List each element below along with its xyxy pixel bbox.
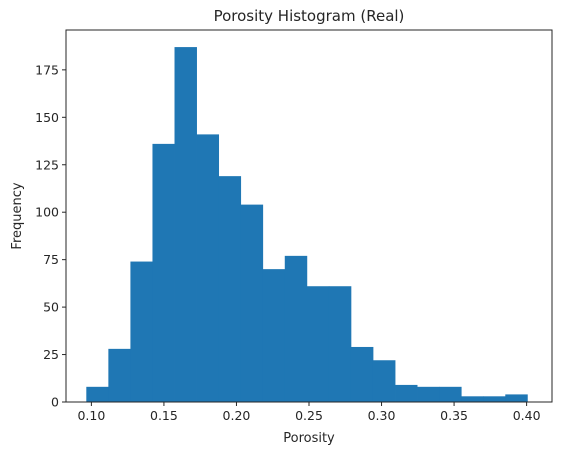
histogram-bar — [505, 394, 527, 402]
histogram-bar — [175, 47, 197, 402]
histogram-bar — [395, 385, 417, 402]
histogram-bar — [130, 262, 152, 402]
histogram-bar — [219, 176, 241, 402]
histogram-bar — [285, 256, 307, 402]
histogram-bar — [108, 349, 130, 402]
histogram-bar — [373, 360, 395, 402]
bars-group — [86, 47, 527, 402]
histogram-bar — [461, 396, 483, 402]
histogram-bar — [263, 269, 285, 402]
histogram-bar — [307, 286, 329, 402]
y-tick-label: 125 — [35, 157, 59, 172]
chart-title: Porosity Histogram (Real) — [214, 7, 405, 25]
histogram-bar — [241, 205, 263, 402]
y-axis-label: Frequency — [10, 182, 25, 249]
histogram-bar — [197, 134, 219, 402]
y-tick-label: 50 — [43, 300, 59, 315]
y-axis-ticks: 0 25 50 75 100 125 150 175 — [35, 62, 66, 409]
y-tick-label: 0 — [51, 395, 59, 410]
y-tick-label: 100 — [35, 205, 59, 220]
x-tick-label: 0.40 — [513, 408, 541, 423]
histogram-bar — [152, 144, 174, 402]
histogram-bar — [329, 286, 351, 402]
x-tick-label: 0.30 — [368, 408, 396, 423]
x-tick-label: 0.20 — [223, 408, 251, 423]
histogram-bar — [439, 387, 461, 402]
y-tick-label: 150 — [35, 110, 59, 125]
histogram-bar — [351, 347, 373, 402]
y-tick-label: 25 — [43, 347, 59, 362]
x-tick-label: 0.35 — [440, 408, 468, 423]
x-tick-label: 0.15 — [150, 408, 178, 423]
x-tick-label: 0.25 — [295, 408, 323, 423]
x-axis-label: Porosity — [283, 431, 335, 446]
histogram-bar — [86, 387, 108, 402]
y-tick-label: 175 — [35, 62, 59, 77]
x-tick-label: 0.10 — [77, 408, 105, 423]
histogram-bar — [417, 387, 439, 402]
y-tick-label: 75 — [43, 252, 59, 267]
histogram-bar — [483, 396, 505, 402]
x-axis-ticks: 0.10 0.15 0.20 0.25 0.30 0.35 0.40 — [77, 402, 540, 423]
